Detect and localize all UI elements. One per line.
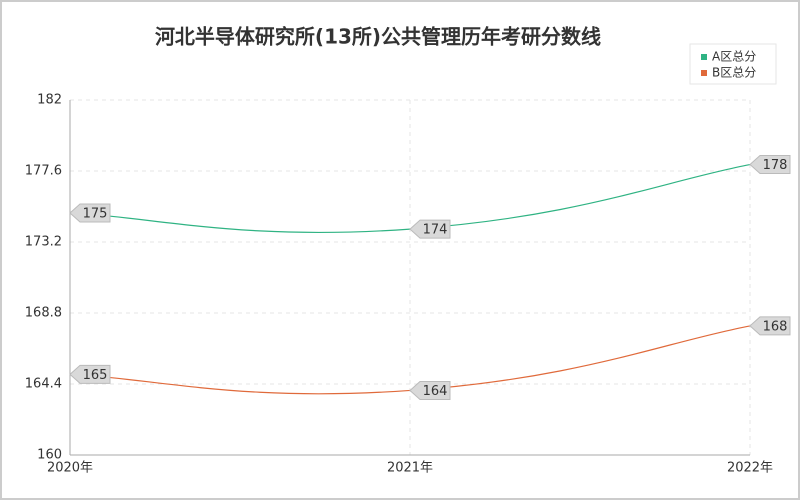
legend-label: B区总分 (712, 66, 756, 80)
data-label-box (409, 219, 451, 239)
data-label: 175 (83, 206, 108, 221)
y-tick-label: 164.4 (25, 377, 62, 392)
data-label: 164 (423, 384, 448, 399)
x-tick-label: 2021年 (387, 461, 433, 476)
data-label-box (69, 364, 111, 384)
legend-swatch (701, 70, 707, 76)
legend-label: A区总分 (712, 50, 756, 64)
chart-title: 河北半导体研究所(13所)公共管理历年考研分数线 (155, 25, 601, 49)
x-tick-label: 2022年 (727, 461, 773, 476)
y-tick-label: 173.2 (25, 235, 62, 250)
data-label: 168 (763, 319, 788, 334)
data-label-box (749, 316, 791, 336)
data-label-box (749, 155, 791, 175)
legend-box (689, 43, 777, 85)
data-label: 174 (423, 223, 448, 238)
data-label-box (69, 203, 111, 223)
legend-swatch (701, 54, 707, 60)
y-tick-label: 160 (37, 448, 62, 463)
y-tick-label: 168.8 (25, 306, 62, 321)
y-tick-label: 182 (37, 93, 62, 108)
data-label: 178 (763, 158, 788, 173)
x-tick-label: 2020年 (47, 461, 93, 476)
y-tick-label: 177.6 (25, 164, 62, 179)
data-label: 165 (83, 368, 108, 383)
data-label-box (409, 380, 451, 400)
